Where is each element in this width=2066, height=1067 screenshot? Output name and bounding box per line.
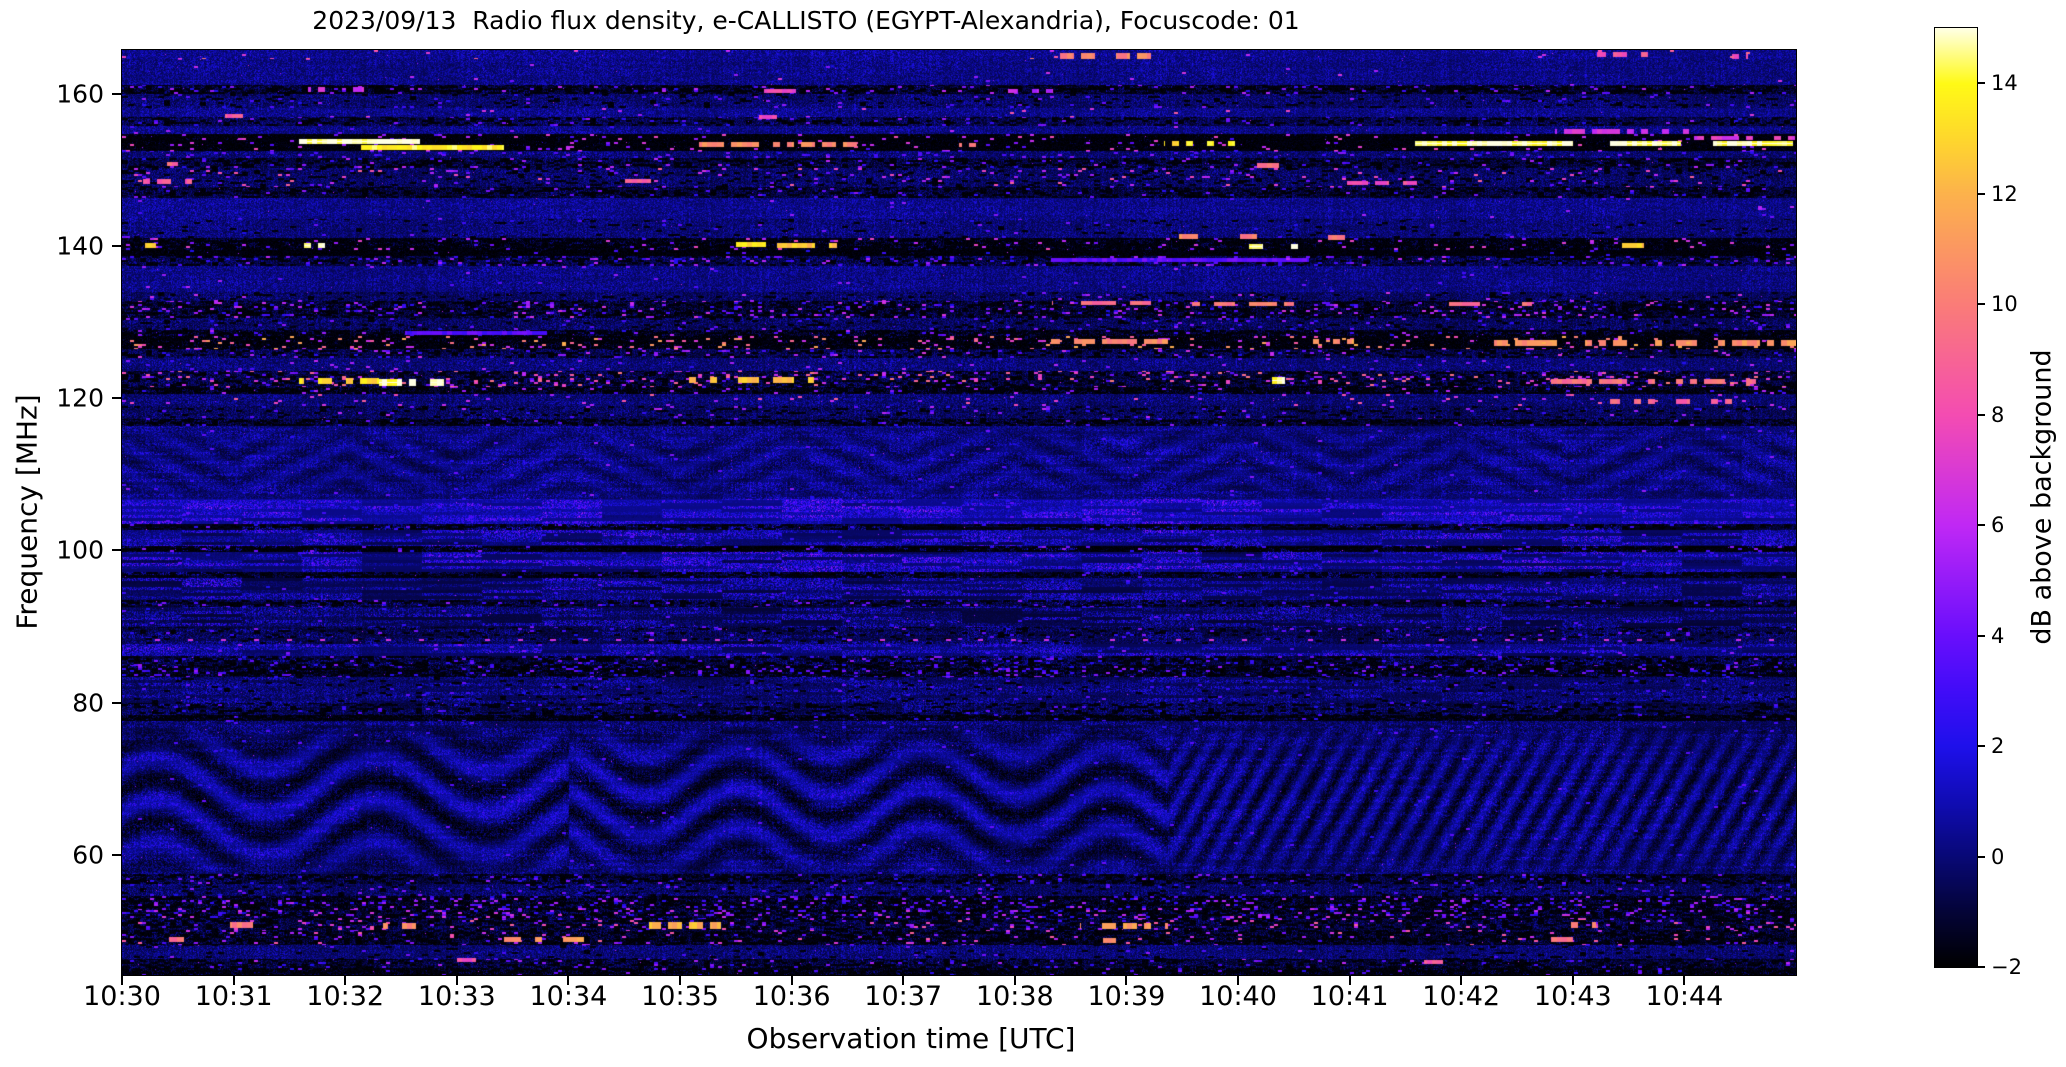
chart-title: 2023/09/13 Radio flux density, e-CALLIST…	[312, 6, 1300, 35]
x-tick-label: 10:41	[1310, 981, 1389, 1012]
x-tickmark	[790, 976, 793, 985]
y-tick-label: 60	[72, 840, 104, 870]
x-tickmark	[232, 976, 235, 985]
x-tick-label: 10:34	[529, 981, 608, 1012]
x-tick-label: 10:37	[864, 981, 943, 1012]
x-tick-label: 10:42	[1422, 981, 1501, 1012]
colorbar-tickmark	[1977, 413, 1985, 416]
y-tickmark	[112, 397, 121, 400]
x-axis-label: Observation time [UTC]	[746, 1022, 1076, 1055]
colorbar-tick-label: 12	[1991, 181, 2018, 206]
colorbar-tick-label: 2	[1991, 734, 2005, 759]
y-tickmark	[112, 92, 121, 95]
x-tickmark	[1237, 976, 1239, 985]
y-tickmark	[112, 853, 121, 856]
colorbar-tickmark	[1977, 82, 1985, 85]
y-tickmark	[112, 701, 121, 704]
x-tick-label: 10:36	[752, 981, 831, 1012]
x-tickmark	[1125, 976, 1128, 985]
x-tickmark	[1683, 976, 1686, 985]
x-tickmark	[1013, 976, 1016, 985]
colorbar-label: dB above background	[2026, 349, 2058, 645]
colorbar	[1934, 27, 1978, 968]
x-tick-label: 10:38	[975, 981, 1054, 1012]
spectrogram-canvas	[122, 50, 1796, 975]
y-tick-label: 120	[56, 383, 104, 413]
x-tickmark	[1348, 976, 1351, 985]
x-tick-label: 10:32	[306, 981, 385, 1012]
x-tick-label: 10:31	[194, 981, 273, 1012]
x-tick-label: 10:43	[1533, 981, 1612, 1012]
x-tick-label: 10:40	[1199, 981, 1277, 1012]
colorbar-tickmark	[1977, 192, 1985, 195]
x-tickmark	[344, 976, 347, 985]
x-tick-label: 10:39	[1087, 981, 1166, 1012]
colorbar-tick-label: 6	[1991, 513, 2005, 538]
x-tick-label: 10:30	[83, 981, 161, 1012]
y-tickmark	[112, 245, 121, 248]
x-tick-label: 10:33	[417, 981, 496, 1012]
spectrogram-plot-area	[121, 49, 1797, 976]
x-tickmark	[1460, 976, 1463, 985]
colorbar-tickmark	[1977, 855, 1985, 858]
colorbar-tick-label: 8	[1991, 402, 2005, 427]
colorbar-tickmark	[1977, 966, 1985, 968]
y-axis-label: Frequency [MHz]	[10, 394, 44, 630]
x-tickmark	[1571, 976, 1574, 985]
y-tick-label: 140	[56, 231, 104, 261]
y-tick-label: 80	[72, 688, 104, 718]
x-tick-label: 10:35	[641, 981, 719, 1012]
colorbar-tickmark	[1977, 634, 1985, 637]
y-tickmark	[112, 549, 121, 552]
colorbar-tick-label: 10	[1991, 292, 2018, 317]
colorbar-canvas	[1935, 28, 1977, 967]
x-tickmark	[455, 976, 458, 985]
colorbar-tick-label: 4	[1991, 623, 2005, 648]
colorbar-tick-label: 0	[1991, 844, 2005, 869]
x-tickmark	[121, 976, 123, 985]
x-tickmark	[679, 976, 681, 985]
colorbar-tick-label: −2	[1991, 955, 2022, 979]
colorbar-tickmark	[1977, 745, 1985, 748]
y-tick-label: 100	[56, 535, 104, 565]
y-tick-label: 160	[56, 79, 104, 109]
x-tick-label: 10:44	[1645, 981, 1724, 1012]
colorbar-tickmark	[1977, 303, 1985, 306]
x-tickmark	[902, 976, 905, 985]
colorbar-tick-label: 14	[1991, 71, 2018, 96]
x-tickmark	[567, 976, 570, 985]
colorbar-tickmark	[1977, 524, 1985, 527]
